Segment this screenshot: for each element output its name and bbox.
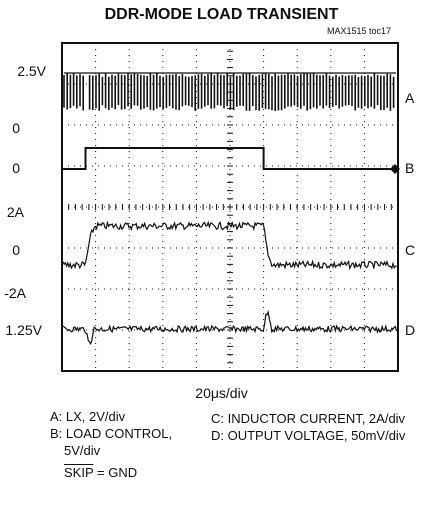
note-b-scale: 5V/div xyxy=(64,442,100,459)
note-a: A: LX, 2V/div xyxy=(50,408,125,425)
skip-signal: SKIP xyxy=(64,465,93,480)
trace-d-output-voltage xyxy=(63,312,397,344)
traces xyxy=(62,73,400,344)
note-d: D: OUTPUT VOLTAGE, 50mV/div xyxy=(211,427,405,444)
x-axis-label: 20μs/div xyxy=(0,385,443,401)
note-b: B: LOAD CONTROL, xyxy=(50,425,172,442)
skip-rest: = GND xyxy=(93,465,137,480)
note-c: C: INDUCTOR CURRENT, 2A/div xyxy=(211,410,405,427)
skip-note: SKIP = GND xyxy=(64,465,137,480)
